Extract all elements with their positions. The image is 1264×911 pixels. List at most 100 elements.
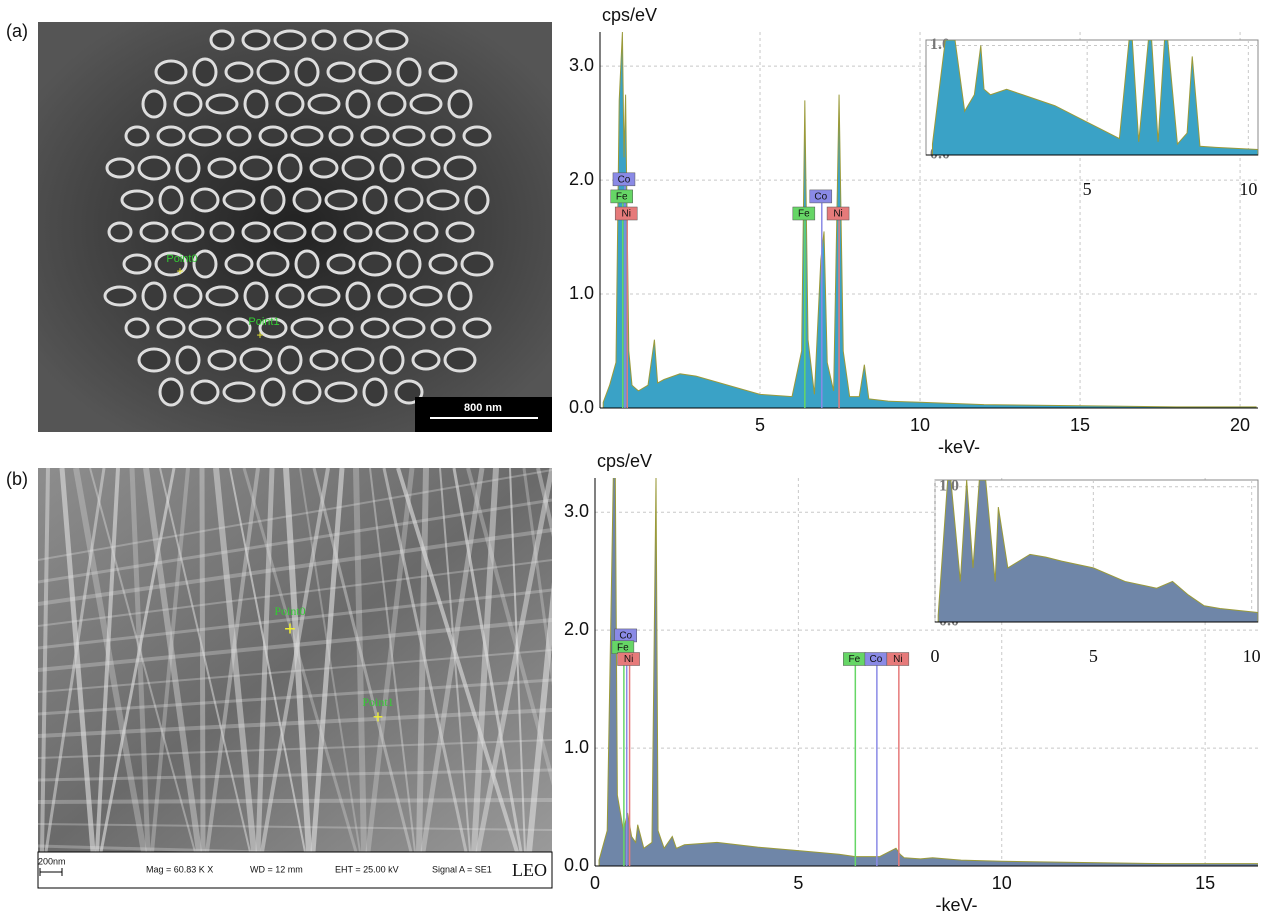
pore: [411, 349, 441, 371]
logo: LEO: [512, 860, 547, 880]
fiber: [310, 468, 345, 852]
info-bar: [37, 851, 553, 889]
pore: [226, 125, 252, 147]
pore: [239, 155, 273, 181]
pore: [158, 377, 184, 407]
y-tick-label: 2.0: [564, 619, 589, 639]
pore: [175, 153, 201, 183]
pore: [309, 157, 339, 179]
fiber: [255, 468, 275, 852]
pore: [392, 125, 426, 147]
pore: [462, 125, 492, 147]
pore: [292, 379, 322, 405]
pore: [275, 283, 305, 309]
pore: [341, 347, 375, 373]
info-text: WD = 12 mm: [250, 864, 303, 874]
pore: [156, 125, 186, 147]
pore: [379, 153, 405, 183]
pore: [328, 125, 354, 147]
fiber: [420, 468, 485, 852]
spectrum: [937, 480, 1258, 622]
info-text: Signal A = SE1: [432, 864, 492, 874]
x-tick-label: 10: [1239, 179, 1257, 199]
pore: [290, 125, 324, 147]
pore: [341, 155, 375, 181]
pore: [222, 189, 256, 211]
pore: [154, 59, 188, 85]
pore: [443, 155, 477, 181]
pore: [141, 281, 167, 311]
fiber: [365, 468, 415, 852]
element-tag: [612, 172, 636, 187]
pore: [409, 93, 443, 115]
element-tag: [792, 206, 816, 221]
pore: [277, 345, 303, 375]
fiber: [99, 468, 176, 852]
fiber: [471, 468, 499, 852]
pore: [122, 253, 152, 275]
fiber: [40, 468, 50, 852]
fiber: [382, 468, 468, 852]
y-tick-label: 2.0: [569, 169, 594, 189]
fiber: [369, 468, 416, 852]
pore: [258, 317, 288, 339]
pore: [256, 251, 290, 277]
x-tick-label: 15: [1070, 415, 1090, 435]
pore: [379, 345, 405, 375]
fiber: [353, 468, 367, 852]
y-tick-label: 0.0: [564, 855, 589, 875]
fiber: [38, 798, 552, 804]
fiber: [312, 468, 413, 852]
pore: [209, 221, 235, 243]
pore: [137, 155, 171, 181]
fiber: [159, 468, 251, 852]
pore: [239, 347, 273, 373]
fiber: [439, 468, 471, 852]
pore: [294, 249, 320, 279]
element-tag: [826, 206, 850, 221]
x-tick-label: 5: [1083, 179, 1092, 199]
point-marker: +: [256, 328, 263, 342]
fiber: [129, 468, 151, 852]
x-tick-label: 0: [590, 873, 600, 893]
pore: [156, 317, 186, 339]
pore: [443, 347, 477, 373]
pore: [394, 187, 424, 213]
scale-box: [415, 397, 552, 432]
pore: [392, 317, 426, 339]
pore: [447, 89, 473, 119]
pore: [309, 349, 339, 371]
pore: [277, 153, 303, 183]
fiber: [526, 582, 552, 852]
pore: [445, 221, 475, 243]
element-label: Ni: [833, 209, 842, 220]
fiber: [73, 468, 147, 852]
pore: [362, 185, 388, 215]
pore: [426, 189, 460, 211]
pore: [256, 59, 290, 85]
pore: [224, 61, 254, 83]
fiber: [260, 468, 330, 852]
pore: [292, 187, 322, 213]
pore: [137, 347, 171, 373]
y-tick-label: 3.0: [564, 501, 589, 521]
pore: [260, 377, 286, 407]
pore: [243, 281, 269, 311]
element-label: Co: [619, 631, 632, 642]
scale-bar-label: 800 nm: [464, 402, 502, 414]
element-label: Fe: [617, 642, 629, 653]
fiber: [199, 468, 206, 852]
x-tick-label: 10: [910, 415, 930, 435]
pore: [326, 253, 356, 275]
pore: [324, 189, 358, 211]
pore: [158, 185, 184, 215]
x-tick-label: 5: [755, 415, 765, 435]
pore: [103, 285, 137, 307]
pore: [275, 91, 305, 117]
fiber: [475, 468, 552, 852]
pore: [396, 57, 422, 87]
pore: [375, 221, 409, 243]
pore: [258, 125, 288, 147]
fiber: [59, 468, 96, 852]
point-marker: +: [176, 264, 183, 278]
